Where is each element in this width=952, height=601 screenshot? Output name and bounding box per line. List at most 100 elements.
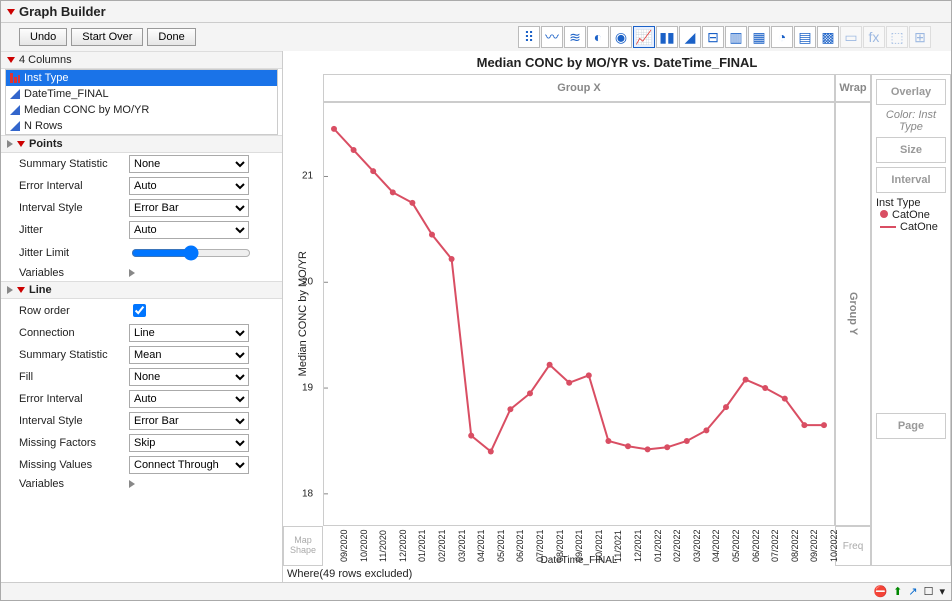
connection-label: Connection	[19, 327, 125, 339]
section-label: Points	[29, 138, 63, 150]
status-up-icon[interactable]: ⬆	[893, 585, 902, 598]
disclosure-icon	[17, 287, 25, 293]
points-jitter-select[interactable]: Auto	[129, 221, 249, 239]
continuous-icon	[10, 121, 20, 131]
plot-region[interactable]: 18192021	[323, 102, 835, 526]
status-menu-icon[interactable]: ▾	[939, 585, 945, 598]
contour-icon[interactable]: ◉	[610, 26, 632, 48]
bar-icon[interactable]: ▮▮	[656, 26, 678, 48]
done-button[interactable]: Done	[147, 28, 195, 46]
missing-values-label: Missing Values	[19, 459, 125, 471]
histogram-icon[interactable]: ▥	[725, 26, 747, 48]
group-y-zone[interactable]: Group Y	[835, 102, 871, 526]
line-errint-label: Error Interval	[19, 393, 125, 405]
startover-button[interactable]: Start Over	[71, 28, 143, 46]
points-section-header[interactable]: Points	[1, 135, 282, 153]
map-shape-zone[interactable]: Map Shape	[283, 526, 323, 566]
columns-header[interactable]: 4 Columns	[1, 51, 282, 69]
line-intstyle-select[interactable]: Error Bar	[129, 412, 249, 430]
smoother-icon[interactable]: 〰	[541, 26, 563, 48]
column-item-median[interactable]: Median CONC by MO/YR	[6, 102, 277, 118]
color-zone[interactable]: Color: Inst Type	[876, 109, 946, 133]
jitter-label: Jitter	[19, 224, 125, 236]
heatmap-icon[interactable]: ▦	[748, 26, 770, 48]
column-item-nrows[interactable]: N Rows	[6, 118, 277, 134]
disclosure-icon	[7, 57, 15, 63]
y-axis-label: Median CONC by MO/YR	[297, 251, 309, 376]
roworder-label: Row order	[19, 305, 125, 317]
chart-type-toolbar: ⠿ 〰 ≋ ◐ ◉ 📈 ▮▮ ◢ ⊟ ▥ ▦ ◔ ▤ ▩ ▭ fx ⬚ ⊞	[518, 26, 931, 48]
columns-list: Inst Type DateTime_FINAL Median CONC by …	[5, 69, 278, 135]
undo-button[interactable]: Undo	[19, 28, 67, 46]
expand-icon	[7, 286, 13, 294]
disclosure-icon	[17, 141, 25, 147]
right-panel: Overlay Color: Inst Type Size Interval I…	[871, 74, 951, 566]
treemap-icon[interactable]: ▤	[794, 26, 816, 48]
formula-icon[interactable]: fx	[863, 26, 885, 48]
column-label: Inst Type	[24, 72, 68, 84]
expand-icon[interactable]	[129, 269, 135, 277]
x-axis: DateTime_FINAL 09/202010/202011/202012/2…	[323, 526, 835, 566]
mosaic-icon[interactable]: ▩	[817, 26, 839, 48]
area-icon[interactable]: ◢	[679, 26, 701, 48]
status-checkbox[interactable]: ☐	[924, 585, 934, 598]
summary-stat-label: Summary Statistic	[19, 158, 125, 170]
titlebar: Graph Builder	[1, 1, 951, 23]
points-errorint-select[interactable]: Auto	[129, 177, 249, 195]
points-summary-select[interactable]: None	[129, 155, 249, 173]
status-stop-icon[interactable]: ⛔	[873, 585, 887, 598]
page-zone[interactable]: Page	[876, 413, 946, 439]
wrap-zone[interactable]: Wrap	[835, 74, 871, 102]
missing-values-select[interactable]: Connect Through	[129, 456, 249, 474]
size-zone[interactable]: Size	[876, 137, 946, 163]
error-interval-label: Error Interval	[19, 180, 125, 192]
pie-icon[interactable]: ◔	[771, 26, 793, 48]
line-chart	[324, 103, 834, 525]
missing-factors-select[interactable]: Skip	[129, 434, 249, 452]
overlay-zone[interactable]: Overlay	[876, 79, 946, 105]
line-icon[interactable]: 📈	[633, 26, 655, 48]
line-intstyle-label: Interval Style	[19, 415, 125, 427]
toolbar: Undo Start Over Done ⠿ 〰 ≋ ◐ ◉ 📈 ▮▮ ◢ ⊟ …	[1, 23, 951, 51]
caption-icon[interactable]: ⊞	[909, 26, 931, 48]
status-out-icon[interactable]: ↗	[908, 585, 917, 598]
ellipse-icon[interactable]: ◐	[587, 26, 609, 48]
variables-label: Variables	[19, 267, 125, 279]
columns-count: 4 Columns	[19, 54, 72, 66]
boxplot-icon[interactable]: ⊟	[702, 26, 724, 48]
column-item-datetime[interactable]: DateTime_FINAL	[6, 86, 277, 102]
line-summary-select[interactable]: Mean	[129, 346, 249, 364]
line-section-header[interactable]: Line	[1, 281, 282, 299]
legend-item-line: CatOne	[876, 221, 946, 233]
jitter-limit-slider[interactable]	[131, 245, 251, 261]
jitter-limit-label: Jitter Limit	[19, 247, 125, 259]
missing-factors-label: Missing Factors	[19, 437, 125, 449]
connection-select[interactable]: Line	[129, 324, 249, 342]
line-marker-icon	[880, 226, 896, 228]
parallel-icon[interactable]: ▭	[840, 26, 862, 48]
column-item-inst-type[interactable]: Inst Type	[6, 70, 277, 86]
nominal-icon	[10, 73, 20, 83]
legend-item-point: CatOne	[876, 209, 946, 221]
section-label: Line	[29, 284, 52, 296]
expand-icon[interactable]	[129, 480, 135, 488]
freq-zone[interactable]: Freq	[835, 526, 871, 566]
line-errint-select[interactable]: Auto	[129, 390, 249, 408]
fill-select[interactable]: None	[129, 368, 249, 386]
y-axis: Median CONC by MO/YR	[283, 102, 323, 526]
continuous-icon	[10, 89, 20, 99]
column-label: Median CONC by MO/YR	[24, 104, 149, 116]
disclosure-icon[interactable]	[7, 9, 15, 15]
interval-style-label: Interval Style	[19, 202, 125, 214]
legend: Inst Type CatOne CatOne	[876, 197, 946, 233]
chart-area: Median CONC by MO/YR vs. DateTime_FINAL …	[283, 51, 951, 582]
group-x-zone[interactable]: Group X	[323, 74, 835, 102]
density-icon[interactable]: ≋	[564, 26, 586, 48]
interval-zone[interactable]: Interval	[876, 167, 946, 193]
app-title: Graph Builder	[19, 4, 106, 19]
points-intstyle-select[interactable]: Error Bar	[129, 199, 249, 217]
map-icon[interactable]: ⬚	[886, 26, 908, 48]
line-variables-label: Variables	[19, 478, 125, 490]
roworder-checkbox[interactable]	[133, 304, 146, 317]
scatter-icon[interactable]: ⠿	[518, 26, 540, 48]
